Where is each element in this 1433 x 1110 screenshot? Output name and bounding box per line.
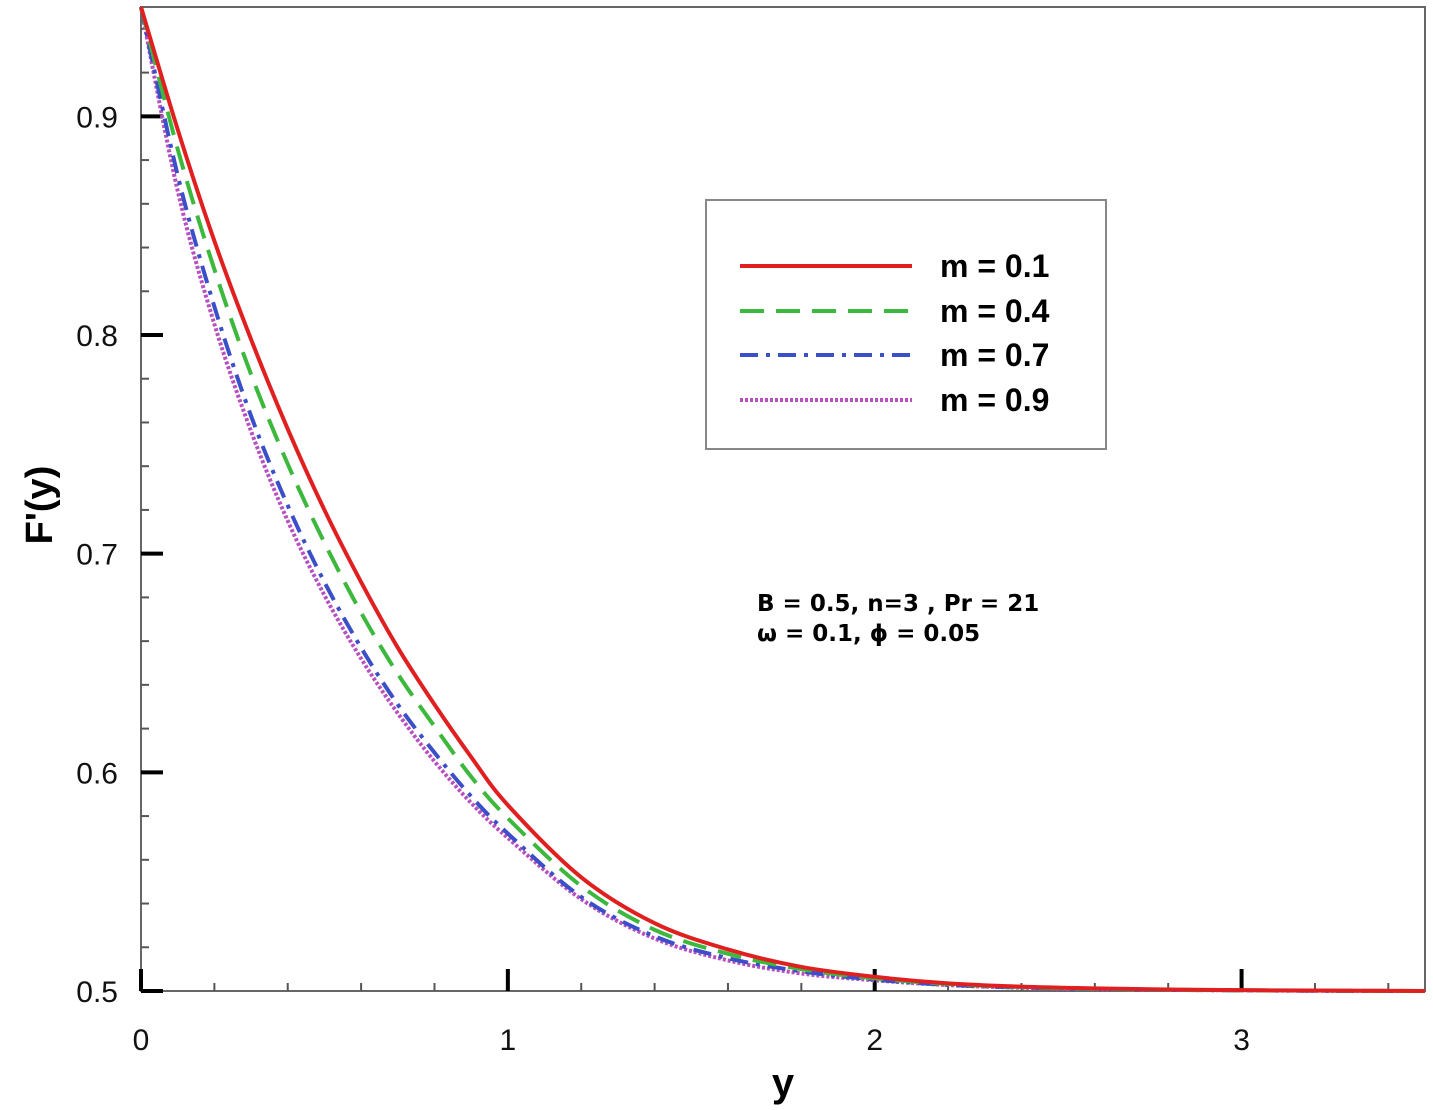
x-axis-title: y	[772, 1061, 795, 1105]
legend-label-3: m = 0.7	[940, 337, 1049, 373]
legend-label-4: m = 0.9	[940, 382, 1049, 418]
major-ticks	[139, 114, 1244, 993]
annotation-line-2: ω = 0.1, ϕ = 0.05	[757, 621, 980, 647]
y-tick-label: 0.6	[76, 757, 118, 790]
series-line-1	[139, 6, 1426, 993]
legend-box	[705, 199, 1107, 450]
annotation-line-1: B = 0.5, n=3 , Pr = 21	[757, 591, 1039, 617]
y-axis-title: F'(y)	[19, 466, 61, 545]
tick-labels: 0 1 2 3 0.5 0.6 0.7 0.8 0.9	[76, 101, 1250, 1057]
plot-frame	[140, 6, 1426, 992]
legend-label-1: m = 0.1	[940, 248, 1049, 284]
y-tick-label: 0.7	[76, 539, 118, 572]
legend-label-2: m = 0.4	[940, 293, 1050, 329]
annotation: B = 0.5, n=3 , Pr = 21 ω = 0.1, ϕ = 0.05	[757, 591, 1039, 647]
y-tick-label: 0.8	[76, 320, 118, 353]
x-tick-label: 1	[500, 1024, 517, 1057]
series-lines	[139, 6, 1426, 993]
legend: m = 0.1 m = 0.4 m = 0.7 m = 0.9	[705, 199, 1107, 450]
x-tick-label: 3	[1233, 1024, 1250, 1057]
x-tick-label: 2	[866, 1024, 883, 1057]
y-tick-label: 0.9	[76, 101, 118, 134]
y-tick-label: 0.5	[76, 976, 118, 1009]
x-tick-label: 0	[133, 1024, 150, 1057]
